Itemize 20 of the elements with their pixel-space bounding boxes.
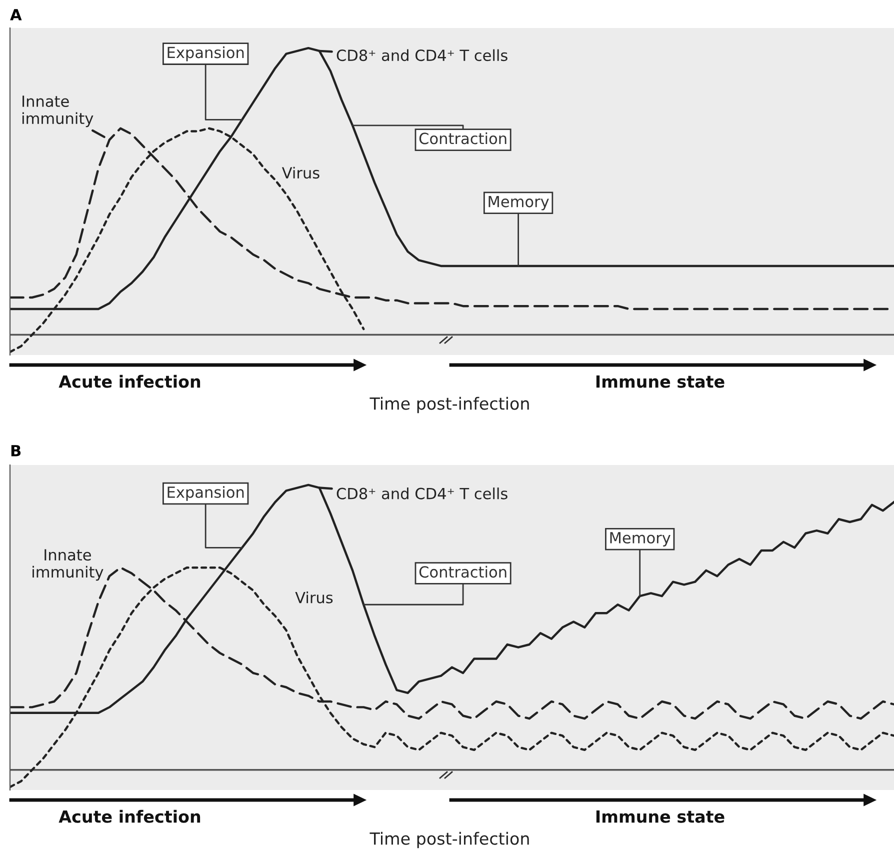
x-axis-title: Time post-infection [370,832,529,848]
chart-title: B [11,445,21,456]
text: Immune state [596,375,724,388]
annotation: Memory [488,196,549,210]
x-axis-title: Time post-infection [370,396,529,414]
series-label: Innate immunity [22,96,94,128]
text: Acute infection [58,810,200,823]
series-label: Innate immunity [32,549,104,581]
series-label: Virus [295,592,333,604]
annotation: Expansion [168,486,244,501]
annotation: Expansion [168,46,244,62]
annotation: Contraction [419,132,506,144]
series-label: Virus [282,166,320,179]
text: Immune state [596,810,724,823]
chart-title: A [10,9,22,20]
text: Acute infection [58,374,200,388]
annotation: Contraction [419,566,506,578]
legend-label: CD8⁺ and CD4⁺ T cells [336,49,508,62]
annotation: Memory [610,532,670,546]
legend-label: CD8⁺ and CD4⁺ T cells [336,488,508,500]
